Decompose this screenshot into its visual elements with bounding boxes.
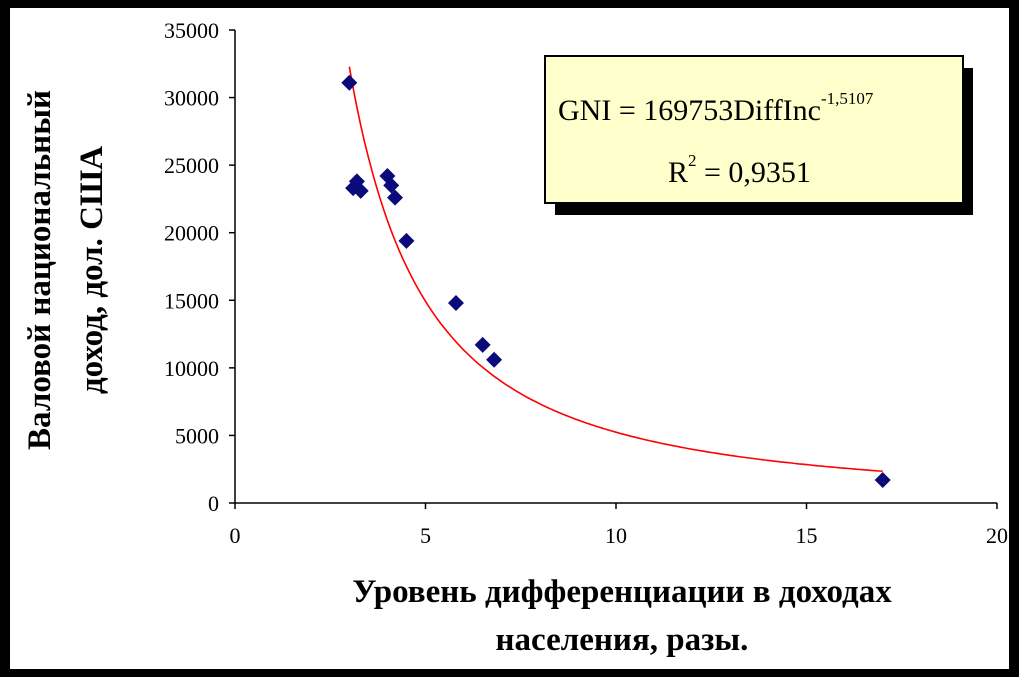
chart-frame: 0 5000 10000 15000 20000 25000 30000 35000 0 5 10… bbox=[10, 8, 1009, 669]
equation-box-background bbox=[544, 55, 964, 204]
r-squared-text: R2 = 0,9351 bbox=[668, 151, 811, 189]
data-point bbox=[341, 74, 358, 91]
x-tick-label: 20 bbox=[986, 523, 1008, 548]
y-axis-title-line1: Валовой национальный bbox=[22, 90, 58, 450]
x-axis-title-line1: Уровень дифференциации в доходах bbox=[352, 574, 892, 610]
equation-box: GNI = 169753DiffInc-1,5107 R2 = 0,9351 bbox=[544, 55, 973, 215]
trendline bbox=[348, 66, 883, 472]
x-tick-label: 15 bbox=[796, 523, 818, 548]
y-tick-label: 25000 bbox=[164, 153, 219, 178]
trendline-group bbox=[348, 66, 883, 472]
data-points bbox=[341, 74, 891, 489]
x-axis-title-line2: населения, разы. bbox=[496, 622, 749, 658]
data-point bbox=[474, 336, 491, 353]
data-point bbox=[383, 177, 400, 194]
y-tick-label: 5000 bbox=[175, 423, 219, 448]
data-point bbox=[387, 189, 404, 206]
y-axis-title-line2: доход, дол. США bbox=[74, 146, 110, 394]
y-tick-label: 35000 bbox=[164, 18, 219, 43]
y-tick-label: 10000 bbox=[164, 356, 219, 381]
data-point bbox=[398, 232, 415, 249]
x-tick-label: 5 bbox=[420, 523, 431, 548]
y-tick-label: 20000 bbox=[164, 221, 219, 246]
y-tick-label: 15000 bbox=[164, 288, 219, 313]
data-point bbox=[447, 294, 464, 311]
data-point bbox=[874, 472, 891, 489]
y-tick-label: 0 bbox=[208, 491, 219, 516]
y-tick-label: 30000 bbox=[164, 86, 219, 111]
x-tick-label: 10 bbox=[605, 523, 627, 548]
data-point bbox=[486, 351, 503, 368]
x-axis-ticks: 0 5 10 15 20 bbox=[230, 503, 1008, 548]
y-axis-ticks: 0 5000 10000 15000 20000 25000 30000 35000 bbox=[164, 18, 235, 516]
equation-text: GNI = 169753DiffInc-1,5107 bbox=[558, 89, 874, 127]
data-point bbox=[352, 182, 369, 199]
x-tick-label: 0 bbox=[230, 523, 241, 548]
scatter-chart: 0 5000 10000 15000 20000 25000 30000 35000 0 5 10… bbox=[22, 18, 1008, 658]
